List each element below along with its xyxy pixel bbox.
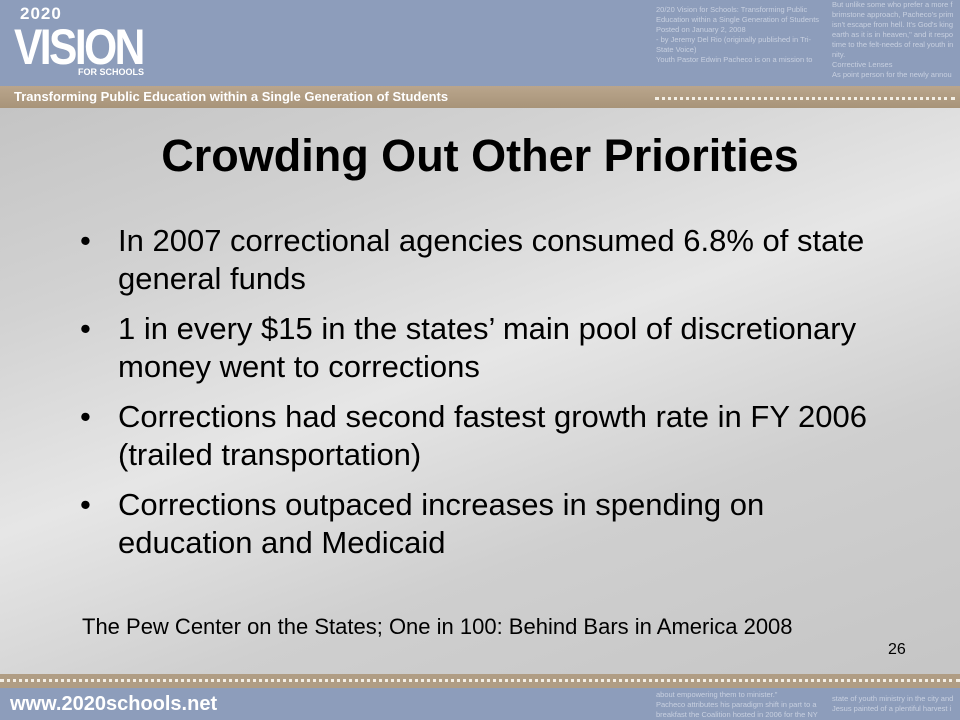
article-line: state of youth ministry in the city and — [832, 694, 954, 703]
article-line: Jesus painted of a plentiful harvest i — [832, 704, 952, 713]
bullet: Corrections outpaced increases in spendi… — [80, 486, 880, 562]
slide-title: Crowding Out Other Priorities — [161, 130, 799, 181]
article-line: about empowering them to minister." — [656, 690, 778, 699]
article-line: Posted on January 2, 2008 — [656, 25, 746, 34]
article-line: - by Jeremy Del Rio (originally publishe… — [656, 35, 812, 44]
article-line: Education within a Single Generation of … — [656, 15, 820, 24]
bullet-list: In 2007 correctional agencies consumed 6… — [80, 222, 880, 574]
article-left: 20/20 Vision for Schools: Transforming P… — [656, 5, 821, 65]
footer-url: www.2020schools.net — [10, 693, 218, 715]
article-line: breakfast the Coalition hosted in 2006 f… — [656, 710, 818, 719]
article-line: brimstone approach, Pacheco's prim — [832, 10, 954, 19]
article-line: Youth Pastor Edwin Pacheco is on a missi… — [656, 55, 813, 64]
footer-article-right: state of youth ministry in the city and J… — [832, 694, 960, 714]
article-line: Corrective Lenses — [832, 60, 893, 69]
article-line: isn't escape from hell. It's God's king — [832, 20, 954, 29]
tagline: Transforming Public Education within a S… — [14, 89, 449, 104]
footer — [0, 688, 960, 720]
article-line: Pacheco attributes his paradigm shift in… — [656, 700, 817, 709]
tagline-band — [0, 86, 960, 108]
source: The Pew Center on the States; One in 100… — [82, 614, 793, 639]
logo-word: VISION — [14, 19, 145, 75]
dotted-rule — [0, 679, 960, 682]
article-line: State Voice) — [656, 45, 697, 54]
article-line: time to the felt-needs of real youth in — [832, 40, 954, 49]
bullet: 1 in every $15 in the states’ main pool … — [80, 310, 880, 386]
header — [0, 0, 960, 86]
bullet: In 2007 correctional agencies consumed 6… — [80, 222, 880, 298]
page-number: 26 — [888, 641, 906, 658]
article-line: But unlike some who prefer a more f — [832, 0, 953, 9]
article-line: As point person for the newly annou — [832, 70, 952, 79]
logo-year: 2020 — [20, 4, 62, 23]
logo-sub: FOR SCHOOLS — [78, 67, 145, 77]
article-line: earth as it is in heaven," and it respo — [832, 30, 954, 39]
article-line: 20/20 Vision for Schools: Transforming P… — [656, 5, 808, 14]
article-line: nity. — [832, 50, 846, 59]
dotted-rule — [655, 97, 955, 100]
footer-article-left: about empowering them to minister." Pache… — [656, 690, 821, 720]
article-right: But unlike some who prefer a more f brims… — [832, 0, 960, 80]
bullet: Corrections had second fastest growth ra… — [80, 398, 880, 474]
